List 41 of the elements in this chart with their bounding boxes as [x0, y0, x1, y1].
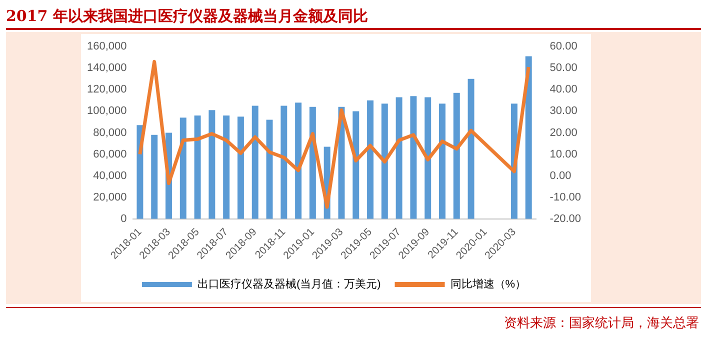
legend-label: 出口医疗仪器及器械(当月值：万美元) — [197, 278, 381, 291]
bar — [453, 92, 460, 219]
y-tick-label: 60,000 — [93, 148, 127, 160]
y-tick-label: 20,000 — [93, 191, 127, 204]
y2-tick-label: 10.00 — [550, 148, 578, 160]
bar — [223, 115, 230, 219]
y-tick-label: 120,000 — [86, 84, 127, 96]
bar — [381, 104, 388, 219]
bar — [295, 102, 302, 219]
bar — [252, 106, 258, 219]
y2-tick-label: -10.00 — [550, 191, 582, 204]
bar — [151, 134, 158, 219]
bar — [237, 116, 244, 219]
bar — [352, 111, 360, 219]
y2-tick-label: 60.00 — [550, 40, 578, 53]
bar — [439, 104, 446, 219]
y-tick-label: 160,000 — [86, 40, 127, 53]
y2-tick-label: 20.00 — [550, 126, 578, 139]
y2-tick-label: 50.00 — [550, 62, 578, 74]
bar — [180, 118, 186, 219]
y-tick-label: 80,000 — [93, 126, 127, 139]
y2-tick-label: 30.00 — [550, 105, 578, 118]
y2-tick-label: 40.00 — [550, 84, 578, 96]
y2-tick-label: -20.00 — [550, 212, 582, 225]
y-tick-label: 140,000 — [86, 62, 127, 74]
y2-tick-label: 0.00 — [550, 170, 572, 182]
y-tick-label: 0 — [120, 212, 127, 225]
bar — [280, 106, 288, 219]
text: 资料来源：国家统计局，海关总署 — [504, 315, 699, 332]
bar — [396, 97, 402, 219]
bar — [367, 100, 374, 219]
bar — [410, 96, 417, 219]
bar — [424, 97, 432, 219]
chart-title: 2017 年以来我国进口医疗仪器及器械当月金额及同比 — [6, 4, 701, 30]
legend-label: 同比增速（%） — [450, 278, 526, 291]
y-tick-label: 40,000 — [93, 170, 127, 182]
bar — [194, 115, 201, 219]
bar — [208, 110, 216, 219]
bar — [525, 56, 532, 219]
bar — [468, 78, 474, 219]
y-tick-label: 100,000 — [86, 105, 127, 118]
